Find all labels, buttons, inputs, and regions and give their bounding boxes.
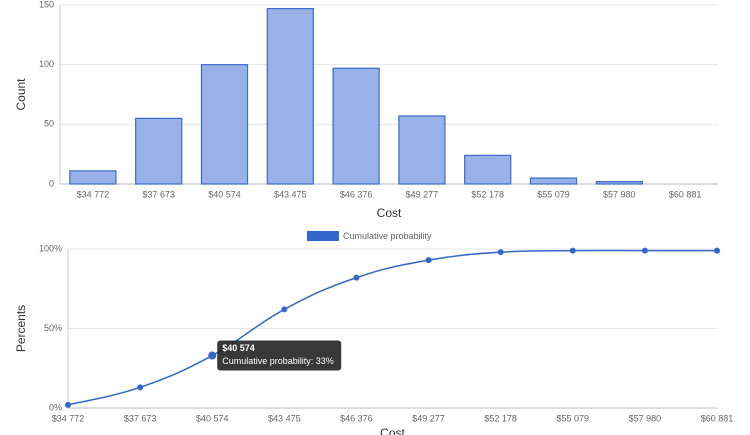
legend-swatch bbox=[307, 231, 339, 241]
y-tick-label: 150 bbox=[39, 0, 54, 9]
legend-label: Cumulative probability bbox=[343, 231, 432, 241]
point bbox=[353, 274, 360, 281]
x-tick-label: $57 980 bbox=[603, 189, 636, 199]
x-tick-label: $52 178 bbox=[484, 413, 517, 423]
line bbox=[67, 249, 717, 406]
x-tick-label: $55 079 bbox=[557, 413, 590, 423]
x-tick-label: $46 376 bbox=[340, 189, 373, 199]
point bbox=[641, 247, 648, 254]
y-tick-label: 100 bbox=[39, 59, 54, 69]
x-tick-label: $60 881 bbox=[701, 413, 734, 423]
bar bbox=[332, 67, 380, 185]
tooltip-text: Cumulative probability: 33% bbox=[222, 356, 334, 366]
x-tick-label: $46 376 bbox=[340, 413, 373, 423]
point bbox=[65, 401, 71, 408]
x-axis-title: Cost bbox=[380, 426, 405, 435]
x-tick-label: $52 178 bbox=[471, 189, 504, 199]
y-tick-label: 0% bbox=[49, 402, 62, 412]
point-hover bbox=[208, 351, 217, 360]
tooltip-box bbox=[217, 340, 342, 371]
point bbox=[714, 247, 720, 254]
bar bbox=[398, 115, 446, 185]
y-tick-label: 0 bbox=[49, 178, 54, 188]
bar bbox=[69, 170, 117, 185]
point bbox=[425, 257, 432, 264]
tooltip-title: $40 574 bbox=[222, 343, 255, 353]
x-tick-label: $49 277 bbox=[412, 413, 445, 423]
x-axis-title: Cost bbox=[377, 206, 402, 220]
bar bbox=[135, 117, 183, 185]
y-tick-label: 100% bbox=[39, 243, 62, 253]
x-tick-label: $40 574 bbox=[196, 413, 229, 423]
point bbox=[497, 249, 504, 256]
bar bbox=[200, 64, 249, 185]
x-tick-label: $57 980 bbox=[629, 413, 662, 423]
y-tick-label: 50 bbox=[44, 119, 54, 129]
x-tick-label: $60 881 bbox=[669, 189, 702, 199]
x-tick-label: $37 673 bbox=[124, 413, 157, 423]
point bbox=[569, 247, 576, 254]
point bbox=[281, 306, 288, 313]
y-axis-title: Percents bbox=[14, 305, 28, 352]
x-tick-label: $43 475 bbox=[274, 189, 307, 199]
bar bbox=[595, 181, 643, 185]
x-tick-label: $37 673 bbox=[142, 189, 175, 199]
bar bbox=[529, 177, 578, 185]
bar bbox=[464, 154, 512, 185]
x-tick-label: $43 475 bbox=[268, 413, 301, 423]
x-tick-label: $34 772 bbox=[52, 413, 85, 423]
x-tick-label: $55 079 bbox=[537, 189, 570, 199]
point bbox=[137, 384, 144, 391]
x-tick-label: $40 574 bbox=[208, 189, 241, 199]
y-tick-label: 50% bbox=[44, 323, 62, 333]
bar bbox=[266, 7, 314, 185]
x-tick-label: $34 772 bbox=[77, 189, 110, 199]
y-axis-title: Count bbox=[14, 78, 28, 111]
x-tick-label: $49 277 bbox=[406, 189, 439, 199]
tooltip: $40 574 Cumulative probability: 33% bbox=[217, 340, 342, 371]
